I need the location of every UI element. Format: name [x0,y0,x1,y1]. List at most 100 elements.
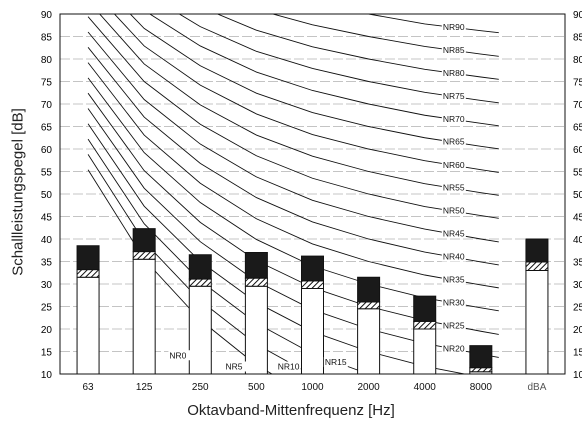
y-tick-label-right: 50 [573,190,582,201]
bar-segment-hatched [469,367,493,373]
y-tick-label-left: 65 [41,123,53,134]
bar-segment-top [244,252,268,279]
bar-segment-hatched [301,280,324,290]
x-tick-label: dBA [527,382,546,393]
y-tick-label-right: 65 [573,123,582,134]
y-tick-label-left: 75 [41,78,53,89]
nr-label-bg [441,136,466,147]
y-tick-label-left: 80 [41,55,53,66]
bar-segment-top [469,345,493,369]
bars [76,228,549,375]
nr-curve [87,169,273,374]
y-tick-label-right: 45 [573,213,582,224]
nr-curve [87,154,311,374]
nr-label-bg [441,251,466,262]
nr-label: NR30 [443,297,465,307]
bar-segment-hatched [357,301,381,310]
bar-segment-base [413,328,437,375]
nr-label-bg [168,350,193,361]
y-tick-label-right: 25 [573,303,582,314]
nr-label-bg [441,274,466,285]
x-tick-label: 2000 [357,382,380,393]
x-axis-title: Oktavband-Mittenfrequenz [Hz] [187,402,395,419]
bar-segment-base [76,276,100,375]
nr-label-bg [441,90,466,101]
x-tick-label: 250 [192,382,209,393]
bar-segment-hatched [188,278,212,287]
nr-curve [271,14,499,57]
y-axis-title: Schallleistungspegel [dB] [9,108,27,276]
nr-label-bg [441,182,466,193]
y-tick-label-right: 40 [573,235,582,246]
nr-curve [87,31,499,243]
bar-segment-top [357,276,381,303]
nr-label: NR90 [443,22,465,32]
bar-segment-base [188,285,212,375]
y-tick-label-right: 35 [573,258,582,269]
nr-curve [99,14,499,196]
bar-segment-hatched [413,320,437,330]
bar-segment-hatched [132,251,156,260]
x-tick-label: 8000 [470,382,493,393]
nr-label-bg [441,343,466,354]
y-tick-label-left: 90 [41,10,53,21]
nr-label: NR10 [278,362,300,372]
nr-label-bg [224,361,249,372]
nr-label: NR5 [226,362,243,372]
nr-curve [366,14,499,34]
y-tick-label-left: 50 [41,190,53,201]
nr-curve [178,14,499,104]
x-tick-label: 63 [82,382,94,393]
bar-segment-base [132,258,156,375]
x-tick-label: 1000 [301,382,324,393]
axes: 10 10 15 15 20 20 25 25 30 30 35 35 40 40 45 45 50 50 55 55… [41,10,582,393]
nr-label: NR70 [443,114,465,124]
bar-segment-hatched [525,261,549,272]
y-tick-label-left: 40 [41,235,53,246]
nr-label-bg [441,113,466,124]
y-tick-label-left: 30 [41,280,53,291]
nr-label-bg [441,228,466,239]
plot-frame [59,13,566,375]
nr-label-bg [276,361,301,372]
y-tick-label-left: 15 [41,348,53,359]
y-tick-label-left: 85 [41,33,53,44]
y-tick-label-right: 15 [573,348,582,359]
bar-segment-base [301,288,324,375]
bar-segment-top [188,254,212,280]
bar-segment-top [132,228,156,253]
nr-label-bg [323,357,348,367]
nr-label-bg [441,67,466,78]
y-tick-label-right: 80 [573,55,582,66]
nr-label: NR40 [443,252,465,262]
nr-label: NR80 [443,68,465,78]
nr-label: NR0 [169,350,186,360]
bar-segment-base [244,285,268,375]
y-tick-label-right: 60 [573,145,582,156]
nr-label: NR65 [443,137,465,147]
y-tick-label-right: 55 [573,168,582,179]
bar-segment-hatched [76,269,100,278]
nr-label-bg [441,21,466,32]
nr-label: NR20 [443,343,465,353]
nr-label: NR85 [443,45,465,55]
y-tick-label-left: 10 [41,370,53,381]
y-tick-label-right: 90 [573,10,582,21]
nr-curve [216,14,499,80]
bar-segment-top [413,295,437,322]
nr-label: NR60 [443,160,465,170]
y-tick-label-right: 70 [573,100,582,111]
y-tick-label-left: 70 [41,100,53,111]
nr-label: NR50 [443,206,465,216]
nr-label: NR45 [443,229,465,239]
y-tick-label-right: 85 [573,33,582,44]
nr-label: NR15 [325,357,347,367]
y-tick-label-left: 20 [41,325,53,336]
y-tick-label-right: 30 [573,280,582,291]
x-tick-label: 125 [136,382,153,393]
x-tick-label: 4000 [414,382,437,393]
nr-label: NR35 [443,274,465,284]
nr-label-bg [441,320,466,331]
y-tick-label-right: 10 [573,370,582,381]
